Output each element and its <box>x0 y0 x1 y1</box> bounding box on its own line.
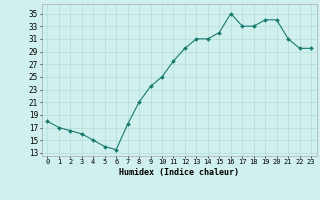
X-axis label: Humidex (Indice chaleur): Humidex (Indice chaleur) <box>119 168 239 177</box>
